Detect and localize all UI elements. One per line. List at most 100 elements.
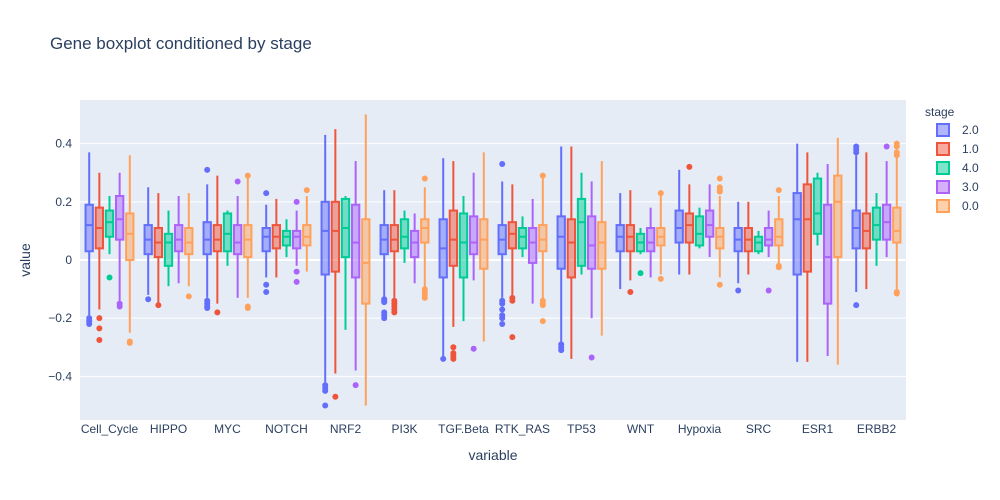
box-RTK_RAS-0.0[interactable] — [538, 172, 548, 325]
box-MYC-4.0[interactable] — [222, 210, 233, 266]
outlier-point — [96, 315, 103, 322]
outlier-point — [716, 175, 723, 182]
box-NOTCH-2.0[interactable] — [261, 190, 271, 295]
outlier-point — [775, 187, 782, 194]
box-Hypoxia-1.0[interactable] — [684, 163, 695, 275]
box-TP53-3.0[interactable] — [586, 181, 597, 361]
box-body — [576, 197, 587, 267]
box-TGF.Beta-2.0[interactable] — [438, 158, 448, 362]
box-WNT-4.0[interactable] — [635, 228, 646, 277]
box-MYC-1.0[interactable] — [212, 175, 223, 316]
outlier-point — [204, 305, 211, 311]
box-HIPPO-1.0[interactable] — [153, 193, 164, 309]
box-RTK_RAS-2.0[interactable] — [497, 161, 507, 327]
box-TP53-4.0[interactable] — [576, 172, 587, 275]
box-Cell_Cycle-3.0[interactable] — [114, 172, 125, 310]
x-tick-label: RTK_RAS — [495, 422, 550, 436]
box-Cell_Cycle-0.0[interactable] — [125, 155, 135, 346]
box-MYC-2.0[interactable] — [202, 166, 212, 311]
box-HIPPO-4.0[interactable] — [163, 210, 174, 287]
box-TGF.Beta-1.0[interactable] — [448, 161, 459, 362]
box-ESR1-3.0[interactable] — [822, 164, 833, 356]
box-NRF2-1.0[interactable] — [330, 129, 341, 400]
box-Hypoxia-0.0[interactable] — [715, 175, 725, 288]
box-body — [586, 215, 597, 270]
box-NOTCH-1.0[interactable] — [271, 198, 282, 278]
box-SRC-0.0[interactable] — [774, 187, 784, 271]
box-Hypoxia-3.0[interactable] — [704, 184, 715, 258]
outlier-point — [499, 321, 506, 327]
outlier-point — [657, 190, 664, 197]
box-NOTCH-0.0[interactable] — [302, 187, 312, 272]
box-RTK_RAS-3.0[interactable] — [527, 198, 538, 304]
box-MYC-3.0[interactable] — [232, 178, 243, 298]
box-TP53-1.0[interactable] — [566, 146, 577, 359]
box-ESR1-2.0[interactable] — [792, 143, 802, 362]
outlier-point — [155, 302, 162, 309]
legend-item-0.0[interactable]: 0.0 — [936, 199, 979, 213]
legend-item-4.0[interactable]: 4.0 — [936, 161, 979, 175]
box-ESR1-0.0[interactable] — [833, 137, 843, 365]
box-TGF.Beta-3.0[interactable] — [468, 172, 479, 352]
x-axis-title: variable — [468, 447, 517, 463]
box-PI3K-3.0[interactable] — [409, 213, 420, 284]
box-NRF2-3.0[interactable] — [350, 161, 361, 389]
box-SRC-2.0[interactable] — [733, 201, 743, 294]
box-Hypoxia-4.0[interactable] — [694, 207, 705, 249]
box-TP53-2.0[interactable] — [556, 146, 566, 354]
box-NOTCH-4.0[interactable] — [281, 219, 292, 258]
box-ERBB2-2.0[interactable] — [851, 143, 861, 309]
box-Cell_Cycle-2.0[interactable] — [84, 152, 94, 327]
box-MYC-0.0[interactable] — [243, 172, 253, 311]
box-ERBB2-1.0[interactable] — [861, 152, 872, 290]
box-ESR1-1.0[interactable] — [802, 152, 813, 362]
box-ESR1-4.0[interactable] — [812, 172, 823, 246]
box-SRC-3.0[interactable] — [763, 210, 774, 294]
box-PI3K-1.0[interactable] — [389, 190, 400, 316]
outlier-point — [332, 393, 339, 400]
box-TGF.Beta-0.0[interactable] — [479, 152, 489, 342]
box-TGF.Beta-4.0[interactable] — [458, 196, 469, 322]
box-body — [597, 221, 607, 270]
box-WNT-3.0[interactable] — [645, 207, 656, 278]
box-PI3K-4.0[interactable] — [399, 210, 410, 263]
box-HIPPO-3.0[interactable] — [173, 196, 184, 284]
box-Cell_Cycle-4.0[interactable] — [104, 196, 115, 281]
box-WNT-1.0[interactable] — [625, 190, 636, 295]
x-tick-label: PI3K — [391, 422, 417, 436]
legend-item-3.0[interactable]: 3.0 — [936, 180, 979, 194]
box-ERBB2-4.0[interactable] — [871, 193, 882, 266]
x-tick-label: Hypoxia — [678, 422, 722, 436]
box-body — [330, 200, 341, 273]
legend-item-1.0[interactable]: 1.0 — [936, 142, 979, 156]
y-tick-label: 0.4 — [55, 137, 72, 151]
box-Hypoxia-2.0[interactable] — [674, 169, 684, 275]
box-SRC-4.0[interactable] — [753, 230, 764, 255]
box-HIPPO-0.0[interactable] — [184, 193, 194, 300]
box-NRF2-4.0[interactable] — [340, 196, 351, 330]
box-ERBB2-3.0[interactable] — [881, 143, 892, 258]
box-PI3K-0.0[interactable] — [420, 175, 430, 301]
box-WNT-0.0[interactable] — [656, 190, 666, 282]
box-body — [684, 212, 695, 244]
legend-label: 2.0 — [962, 123, 979, 137]
box-SRC-1.0[interactable] — [743, 201, 754, 275]
box-Cell_Cycle-1.0[interactable] — [94, 172, 105, 343]
box-RTK_RAS-4.0[interactable] — [517, 216, 528, 258]
box-PI3K-2.0[interactable] — [379, 190, 389, 322]
legend-swatch — [936, 180, 950, 194]
box-RTK_RAS-1.0[interactable] — [507, 184, 518, 341]
box-ERBB2-0.0[interactable] — [892, 140, 902, 297]
box-WNT-2.0[interactable] — [615, 193, 625, 290]
outlier-point — [450, 355, 457, 362]
outlier-point — [686, 163, 693, 170]
box-NRF2-2.0[interactable] — [320, 134, 330, 409]
box-body — [243, 224, 253, 259]
box-NRF2-0.0[interactable] — [361, 114, 371, 406]
x-tick-label: SRC — [746, 422, 772, 436]
box-NOTCH-3.0[interactable] — [291, 198, 302, 285]
legend-item-2.0[interactable]: 2.0 — [936, 123, 979, 137]
box-HIPPO-2.0[interactable] — [143, 187, 153, 303]
box-TP53-0.0[interactable] — [597, 161, 607, 336]
legend[interactable]: stage 2.0 1.0 4.0 3.0 0.0 — [925, 105, 979, 213]
